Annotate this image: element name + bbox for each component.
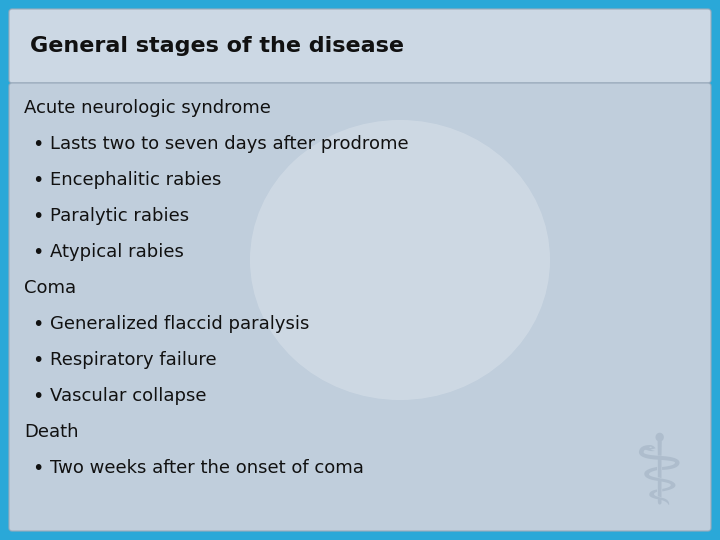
Text: Generalized flaccid paralysis: Generalized flaccid paralysis: [50, 315, 310, 333]
Text: Encephalitic rabies: Encephalitic rabies: [50, 171, 221, 189]
Text: Paralytic rabies: Paralytic rabies: [50, 207, 189, 225]
Text: Death: Death: [24, 423, 78, 441]
Ellipse shape: [250, 120, 550, 400]
Text: Coma: Coma: [24, 279, 76, 297]
Text: •: •: [32, 206, 43, 226]
Text: Atypical rabies: Atypical rabies: [50, 243, 184, 261]
Text: General stages of the disease: General stages of the disease: [30, 36, 404, 56]
Text: •: •: [32, 171, 43, 190]
Text: Lasts two to seven days after prodrome: Lasts two to seven days after prodrome: [50, 135, 409, 153]
Text: •: •: [32, 314, 43, 334]
FancyBboxPatch shape: [9, 9, 711, 83]
Text: •: •: [32, 458, 43, 477]
Text: ⚕: ⚕: [631, 431, 684, 524]
Text: •: •: [32, 242, 43, 261]
Text: •: •: [32, 350, 43, 369]
Text: Vascular collapse: Vascular collapse: [50, 387, 207, 405]
Text: •: •: [32, 387, 43, 406]
Text: Acute neurologic syndrome: Acute neurologic syndrome: [24, 99, 271, 117]
Text: •: •: [32, 134, 43, 153]
FancyBboxPatch shape: [9, 83, 711, 531]
Text: Two weeks after the onset of coma: Two weeks after the onset of coma: [50, 459, 364, 477]
Text: Respiratory failure: Respiratory failure: [50, 351, 217, 369]
